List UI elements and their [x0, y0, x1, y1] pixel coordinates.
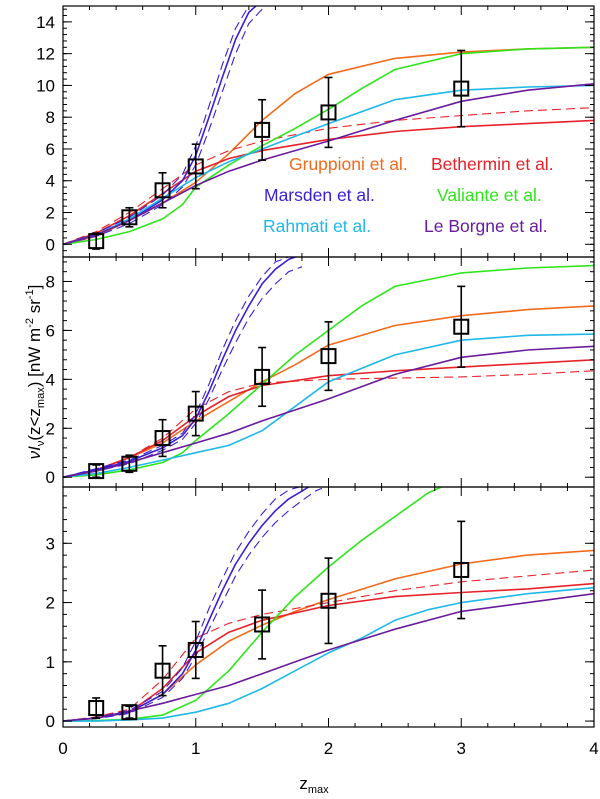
- data-point: [154, 182, 171, 199]
- y-axis-label-sub: ν: [35, 440, 47, 446]
- x-tick-label: 2: [324, 739, 333, 758]
- y-axis-label-main: νI: [25, 446, 44, 460]
- y-tick-label: 10: [36, 76, 55, 95]
- data-point: [254, 368, 271, 385]
- series-line: [63, 257, 296, 478]
- data-point: [154, 430, 171, 447]
- x-axis-label: zmax: [299, 774, 329, 796]
- data-point: [453, 318, 470, 335]
- y-axis-label-mid: sr: [25, 299, 44, 318]
- legend: Gruppioni et al. Bethermin et al. Marsde…: [263, 154, 554, 236]
- y-tick-label: 0: [46, 468, 55, 487]
- y-tick-label: 1: [46, 653, 55, 672]
- series-line: [63, 487, 323, 722]
- x-tick-label: 4: [589, 739, 598, 758]
- legend-label: Gruppioni et al.: [289, 154, 408, 174]
- series-line: [63, 487, 300, 722]
- data-point: [121, 209, 138, 226]
- y-tick-label: 8: [46, 108, 55, 127]
- y-axis-label-exp1: -2: [24, 318, 36, 328]
- legend-label: Valiante et al.: [437, 185, 542, 205]
- series-line: [63, 6, 267, 245]
- data-points: [88, 520, 470, 721]
- y-tick-label: 4: [46, 370, 55, 389]
- series-line: [63, 345, 594, 478]
- y-tick-label: 6: [46, 140, 55, 159]
- legend-label: Le Borgne et al.: [424, 216, 548, 236]
- y-axis-label-paren: (z<z: [25, 408, 44, 441]
- series-line: [63, 487, 442, 722]
- series-line: [63, 487, 310, 722]
- series-line: [63, 107, 594, 245]
- data-point: [320, 104, 337, 121]
- data-points: [88, 285, 470, 480]
- data-point: [154, 662, 171, 679]
- data-point: [187, 158, 204, 175]
- y-tick-label: 4: [46, 172, 55, 191]
- legend-label: Marsden et al.: [264, 185, 375, 205]
- data-point: [88, 463, 105, 480]
- y-tick-label: 0: [46, 235, 55, 254]
- data-point: [121, 704, 138, 721]
- data-point: [187, 405, 204, 422]
- y-axis-label: νIν(z<zmax) [nW m-2 sr-1]: [24, 285, 47, 460]
- data-points: [88, 49, 470, 250]
- data-point: [121, 455, 138, 472]
- data-point: [187, 641, 204, 658]
- x-tick-label: 0: [58, 739, 67, 758]
- series-line: [63, 266, 303, 478]
- series-line: [63, 370, 594, 478]
- data-point: [453, 561, 470, 578]
- series-line: [63, 586, 594, 722]
- data-point: [320, 592, 337, 609]
- y-tick-label: 12: [36, 45, 55, 64]
- y-tick-label: 6: [46, 321, 55, 340]
- y-tick-label: 14: [36, 13, 55, 32]
- data-point: [88, 233, 105, 250]
- x-tick-label: 1: [191, 739, 200, 758]
- y-tick-label: 2: [46, 419, 55, 438]
- series-line: [63, 569, 594, 722]
- series-line: [63, 257, 289, 478]
- x-axis-label-sub: max: [308, 784, 329, 796]
- panel-2: 0 2 4 6 8: [46, 256, 595, 488]
- data-point: [88, 700, 105, 717]
- series-line: [63, 83, 594, 246]
- y-tick-label: 0: [46, 712, 55, 731]
- y-tick-label: 2: [46, 594, 55, 613]
- y-axis-label-units: ) [nW m: [25, 328, 44, 388]
- y-tick-label: 8: [46, 272, 55, 291]
- legend-label: Bethermin et al.: [431, 154, 554, 174]
- legend-label: Rahmati et al.: [263, 216, 371, 236]
- data-point: [453, 80, 470, 97]
- y-axis-label-exp2: -1: [24, 289, 36, 299]
- panel-1: 0 2 4 6 8 10 12 14: [36, 5, 595, 258]
- data-point: [254, 616, 271, 633]
- y-tick-label: 2: [46, 204, 55, 223]
- x-tick-label: 3: [457, 739, 466, 758]
- y-axis-label-sub2: max: [35, 387, 47, 408]
- y-tick-label: 3: [46, 534, 55, 553]
- data-point: [254, 121, 271, 138]
- panel-3: 0 1 2 3 0 1 2 3 4: [46, 486, 599, 758]
- data-point: [320, 348, 337, 365]
- y-axis-label-end: ]: [25, 285, 44, 290]
- x-axis-label-main: z: [299, 774, 308, 793]
